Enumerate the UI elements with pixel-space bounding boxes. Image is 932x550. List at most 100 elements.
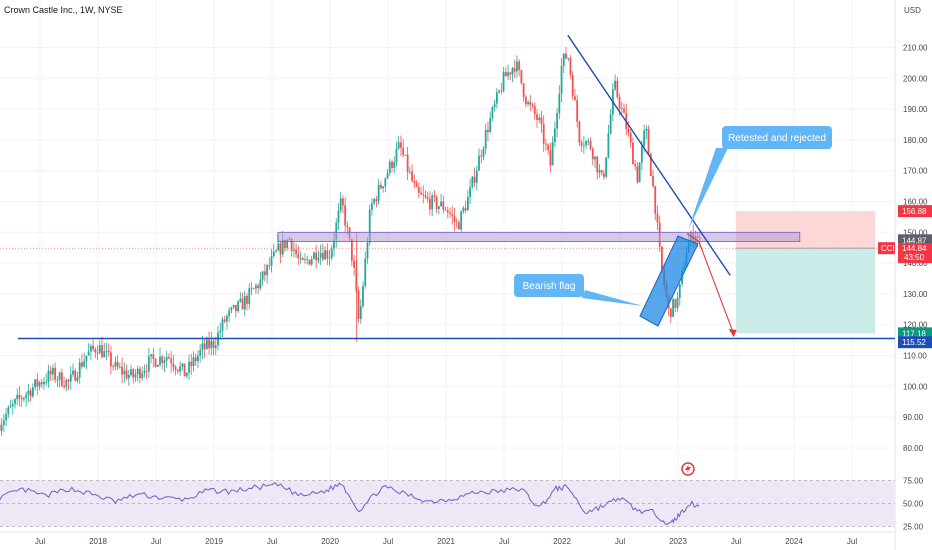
candle-body	[411, 171, 413, 181]
candle-body	[132, 369, 135, 378]
y-tick-label: 160.00	[903, 198, 928, 207]
candle-body	[373, 198, 376, 204]
candle-body	[190, 361, 193, 367]
candle-body	[263, 271, 266, 276]
candle-body	[203, 343, 206, 350]
candle-body	[498, 90, 500, 93]
candle-body	[547, 144, 550, 151]
candle-body	[34, 379, 36, 388]
candle-body	[103, 351, 106, 358]
candle-body	[395, 148, 398, 163]
candle-body	[529, 101, 532, 105]
x-tick-label: Jul	[847, 537, 857, 546]
candle-body	[437, 206, 440, 209]
x-tick-label: Jul	[499, 537, 509, 546]
candle-body	[181, 363, 184, 367]
candle-body	[212, 340, 215, 348]
candle-body	[154, 358, 157, 367]
candle-body	[413, 180, 416, 183]
candle-body	[174, 367, 177, 370]
x-tick-label: 2022	[553, 537, 571, 546]
candle-body	[344, 205, 347, 226]
candle-body	[442, 201, 445, 210]
candle-body	[152, 354, 155, 359]
candle-body	[172, 363, 175, 368]
candle-body	[221, 319, 224, 331]
candle-body	[569, 58, 572, 75]
candle-body	[5, 414, 7, 421]
candle-body	[226, 315, 228, 322]
candle-body	[462, 208, 465, 212]
candle-body	[179, 366, 181, 372]
take-profit-zone	[736, 248, 876, 334]
entry-price-label: 144.84	[902, 244, 927, 253]
candle-body	[587, 140, 590, 142]
candle-body	[634, 164, 637, 167]
candle-body	[87, 351, 90, 356]
candle-body	[384, 178, 387, 187]
candle-body	[223, 319, 226, 322]
candle-body	[420, 192, 422, 195]
candle-body	[306, 259, 309, 260]
candle-body	[92, 345, 94, 350]
ticker-badge: CCI	[881, 244, 895, 253]
candle-body	[259, 279, 262, 289]
candle-body	[250, 288, 253, 290]
candle-body	[424, 195, 427, 198]
candle-body	[45, 381, 48, 383]
candle-body	[326, 250, 329, 259]
candle-body	[114, 361, 117, 367]
candle-body	[252, 288, 255, 290]
candle-body	[192, 357, 195, 367]
candle-body	[368, 209, 371, 243]
candle-body	[2, 420, 5, 425]
candle-body	[301, 257, 304, 260]
candle-body	[647, 128, 650, 154]
candle-body	[402, 147, 405, 155]
candle-body	[107, 350, 110, 353]
candle-body	[614, 80, 616, 90]
candle-body	[491, 107, 494, 119]
candle-body	[565, 53, 567, 59]
y-tick-label: 180.00	[903, 136, 928, 145]
candle-body	[516, 61, 518, 72]
candle-body	[487, 129, 489, 132]
y-tick-label: 170.00	[903, 167, 928, 176]
candle-body	[513, 68, 516, 72]
candle-body	[210, 340, 213, 349]
x-tick-label: Jul	[615, 537, 625, 546]
candle-body	[346, 225, 349, 228]
candle-body	[281, 239, 284, 255]
candle-body	[205, 339, 208, 350]
candle-body	[449, 212, 451, 214]
y-tick-label: 150.00	[903, 228, 928, 237]
candle-body	[391, 161, 393, 168]
lightning-logo-icon	[681, 462, 695, 476]
candle-body	[9, 406, 12, 408]
candle-body	[29, 390, 32, 397]
candle-body	[446, 210, 449, 213]
candle-body	[63, 385, 65, 388]
candle-body	[609, 114, 612, 134]
candle-body	[0, 424, 3, 431]
x-tick-label: Jul	[151, 537, 161, 546]
candle-body	[406, 154, 409, 172]
currency-label: USD	[904, 6, 921, 15]
x-tick-label: Jul	[35, 537, 45, 546]
candle-body	[538, 117, 541, 121]
candle-body	[69, 374, 72, 382]
candle-body	[270, 256, 273, 266]
candle-body	[669, 308, 672, 318]
candle-body	[478, 155, 480, 171]
candle-body	[194, 357, 197, 362]
candle-body	[607, 133, 610, 158]
candle-body	[475, 170, 478, 183]
y-tick-label: 190.00	[903, 105, 928, 114]
candle-body	[96, 352, 99, 354]
rsi-pane: 75.00 50.00 25.00	[0, 476, 924, 531]
candle-body	[435, 196, 438, 209]
candle-body	[275, 250, 277, 252]
candle-body	[656, 213, 659, 223]
candle-body	[81, 362, 83, 367]
